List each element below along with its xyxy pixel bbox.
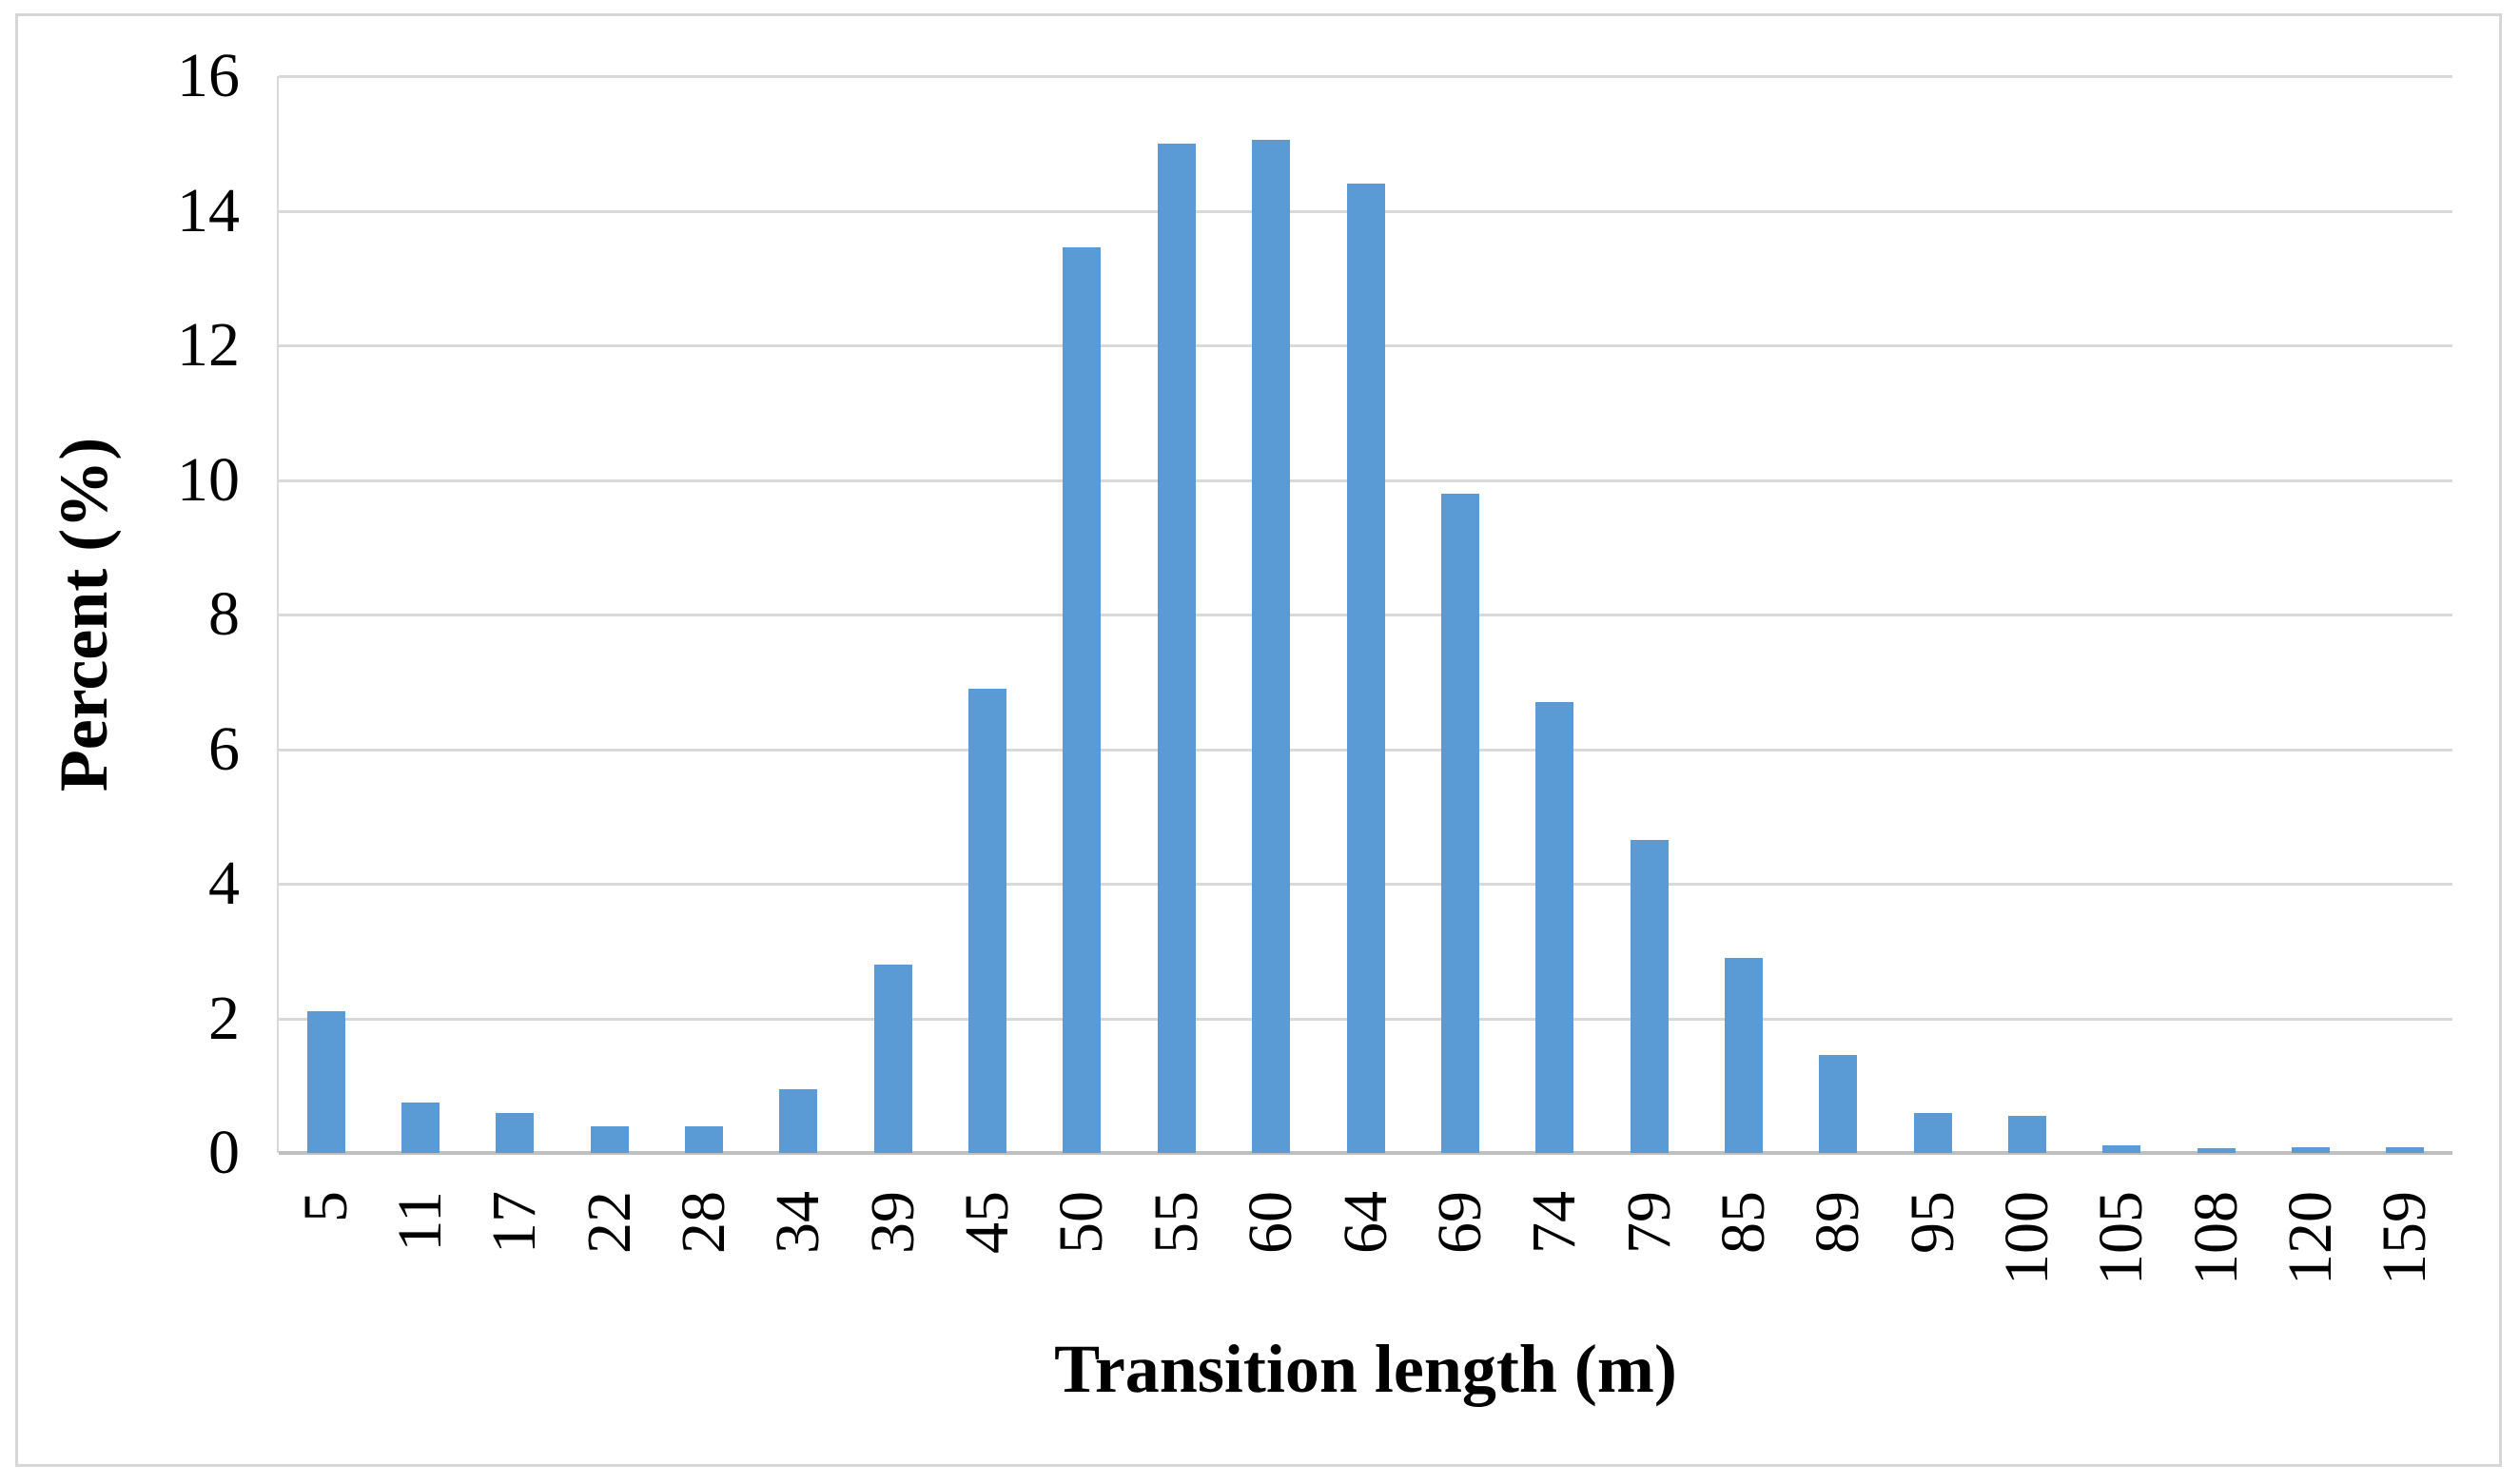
x-tick-label-74: 74 — [1519, 1191, 1590, 1254]
bar-64 — [1346, 184, 1385, 1153]
x-tick-label-11: 11 — [385, 1191, 456, 1252]
bar-85 — [1724, 957, 1763, 1153]
bar-105 — [2102, 1144, 2141, 1153]
x-tick-label-105: 105 — [2086, 1191, 2157, 1285]
bar-74 — [1535, 701, 1574, 1153]
x-tick-label-28: 28 — [669, 1191, 739, 1254]
x-tick-label-89: 89 — [1803, 1191, 1873, 1254]
x-tick-label-34: 34 — [763, 1191, 833, 1254]
x-tick-label-64: 64 — [1330, 1191, 1400, 1254]
bar-45 — [968, 688, 1007, 1153]
x-tick-label-79: 79 — [1613, 1191, 1684, 1254]
bar-79 — [1630, 840, 1669, 1153]
bar-69 — [1440, 493, 1479, 1153]
x-tick-label-159: 159 — [2370, 1191, 2440, 1285]
bar-11 — [401, 1102, 440, 1153]
x-tick-label-5: 5 — [290, 1191, 361, 1222]
bar-39 — [873, 964, 912, 1153]
bar-95 — [1913, 1112, 1952, 1153]
plot-area — [277, 75, 2452, 1155]
y-axis-line — [277, 76, 279, 1153]
x-tick-label-95: 95 — [1897, 1191, 1967, 1254]
figure-border — [15, 13, 2502, 1467]
y-tick-label-12: 12 — [177, 310, 240, 380]
y-tick-label-14: 14 — [177, 175, 240, 245]
bar-60 — [1252, 140, 1291, 1153]
bar-28 — [685, 1125, 724, 1153]
x-tick-label-22: 22 — [574, 1191, 644, 1254]
x-tick-label-50: 50 — [1046, 1191, 1117, 1254]
x-tick-label-69: 69 — [1424, 1191, 1494, 1254]
x-tick-label-17: 17 — [479, 1191, 550, 1254]
bar-55 — [1157, 143, 1196, 1153]
x-tick-label-120: 120 — [2275, 1191, 2345, 1285]
bar-5 — [306, 1011, 345, 1153]
x-tick-label-39: 39 — [857, 1191, 928, 1254]
x-tick-label-85: 85 — [1708, 1191, 1778, 1254]
bar-17 — [496, 1112, 535, 1153]
x-axis-title: Transition length (m) — [1054, 1331, 1677, 1407]
bar-100 — [2007, 1116, 2046, 1153]
bar-50 — [1063, 247, 1102, 1153]
y-tick-label-0: 0 — [208, 1118, 240, 1187]
x-tick-label-100: 100 — [1991, 1191, 2061, 1285]
bar-108 — [2197, 1148, 2236, 1153]
x-tick-label-60: 60 — [1236, 1191, 1306, 1254]
x-tick-label-55: 55 — [1141, 1191, 1211, 1254]
gridline-y-16 — [279, 75, 2452, 78]
x-tick-label-108: 108 — [2180, 1191, 2251, 1285]
bar-22 — [590, 1125, 629, 1153]
bar-34 — [779, 1088, 818, 1153]
x-tick-label-45: 45 — [952, 1191, 1023, 1254]
y-tick-label-2: 2 — [208, 983, 240, 1053]
y-tick-label-6: 6 — [208, 713, 240, 784]
bar-89 — [1819, 1055, 1858, 1153]
x-axis-baseline — [279, 1151, 2452, 1155]
y-tick-label-4: 4 — [208, 849, 240, 918]
y-tick-label-10: 10 — [177, 444, 240, 515]
bar-120 — [2291, 1147, 2330, 1153]
bar-159 — [2386, 1147, 2425, 1153]
y-tick-label-8: 8 — [208, 579, 240, 649]
y-tick-label-16: 16 — [177, 41, 240, 110]
